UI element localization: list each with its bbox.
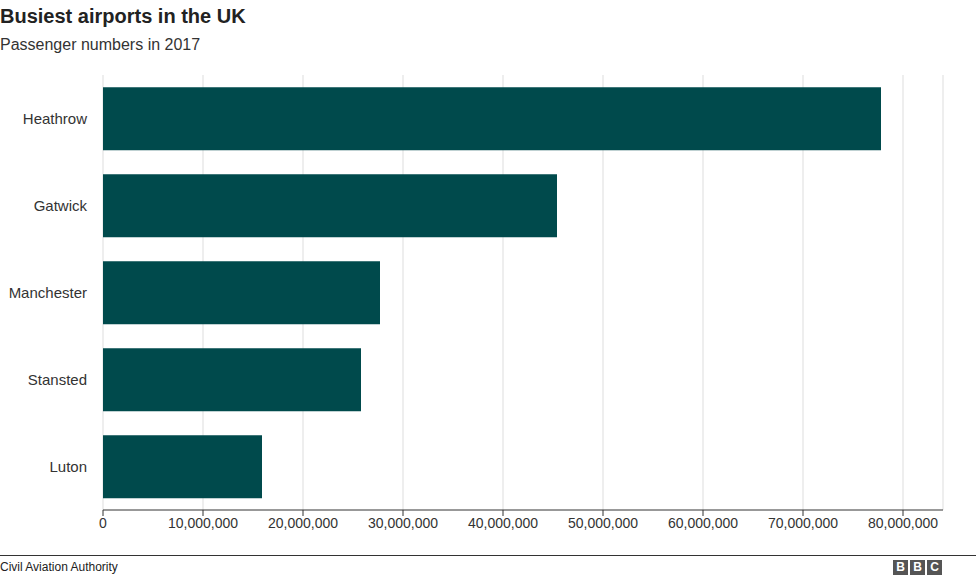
svg-text:70,000,000: 70,000,000: [768, 515, 838, 531]
svg-text:30,000,000: 30,000,000: [368, 515, 438, 531]
svg-text:Manchester: Manchester: [9, 284, 87, 301]
svg-text:Heathrow: Heathrow: [23, 110, 87, 127]
svg-text:20,000,000: 20,000,000: [268, 515, 338, 531]
html-text:C: C: [930, 560, 939, 574]
svg-text:80,000,000: 80,000,000: [868, 515, 938, 531]
html-text:B: B: [896, 560, 905, 574]
html-text:Busiest airports in the UK: Busiest airports in the UK: [0, 5, 246, 27]
html-text:B: B: [913, 560, 922, 574]
svg-text:50,000,000: 50,000,000: [568, 515, 638, 531]
svg-text:60,000,000: 60,000,000: [668, 515, 738, 531]
svg-text:40,000,000: 40,000,000: [468, 515, 538, 531]
svg-text:Gatwick: Gatwick: [34, 197, 88, 214]
svg-text:Luton: Luton: [49, 458, 87, 475]
html-text:Civil Aviation Authority: Civil Aviation Authority: [0, 560, 118, 574]
svg-text:0: 0: [99, 515, 107, 531]
svg-text:Stansted: Stansted: [28, 371, 87, 388]
svg-text:10,000,000: 10,000,000: [168, 515, 238, 531]
html-text:Passenger numbers in 2017: Passenger numbers in 2017: [0, 36, 201, 53]
